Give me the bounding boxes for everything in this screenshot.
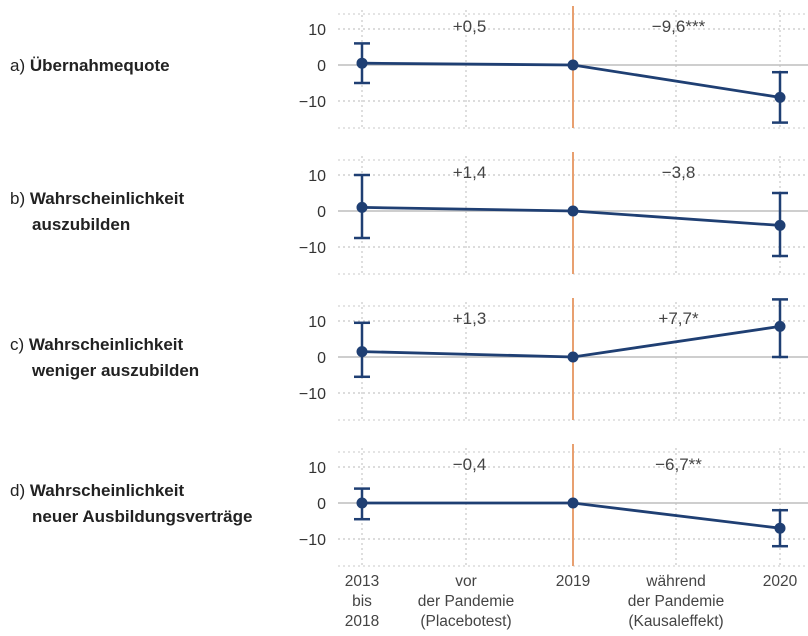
effect-label: −6,7** (655, 455, 702, 474)
x-tick-label: 2020 (763, 573, 798, 590)
x-tick-label: 2019 (556, 573, 590, 590)
row-label-text: Wahrscheinlichkeit (29, 335, 184, 354)
y-tick-label: −10 (299, 532, 326, 549)
y-tick-label: 10 (308, 168, 326, 185)
row-label: auszubilden (32, 215, 130, 234)
x-tick-label: (Placebotest) (420, 613, 511, 630)
x-tick-label: 2018 (345, 613, 379, 630)
row-label-text: Wahrscheinlichkeit (30, 189, 185, 208)
effect-label: −9,6*** (652, 17, 706, 36)
data-point (567, 497, 579, 509)
row-letter: b) (10, 189, 30, 208)
data-point (356, 346, 368, 358)
y-tick-label: 10 (308, 460, 326, 477)
x-tick-label: 2013 (345, 573, 379, 590)
y-tick-label: 0 (317, 496, 326, 513)
y-tick-label: 0 (317, 350, 326, 367)
x-axis-labels: 2013 bis 2018 vor der Pandemie (Placebotest) 2… (345, 573, 798, 630)
effect-label: −3,8 (662, 163, 696, 182)
data-point (567, 351, 579, 363)
panel-4: 10 0 −10 −0,4 −6,7** d) Wahrscheinlichkeit neu… (10, 444, 808, 567)
x-tick-label: während (645, 573, 705, 590)
row-label: weniger auszubilden (31, 361, 199, 380)
panel-3: 10 0 −10 +1,3 +7,7* c) Wahrscheinlichkeit weni… (10, 298, 808, 421)
row-label: a) Übernahmequote (10, 56, 170, 75)
effect-label: +0,5 (453, 17, 487, 36)
data-point (774, 522, 786, 534)
row-letter: d) (10, 481, 30, 500)
data-point (356, 497, 368, 509)
panel-1: 10 0 −10 +0,5 −9,6*** a) Übernahmequote (10, 6, 808, 129)
data-point (774, 320, 786, 332)
row-label: neuer Ausbildungsverträge (32, 507, 252, 526)
row-letter: c) (10, 335, 29, 354)
effect-label: +7,7* (658, 309, 699, 328)
y-tick-label: 0 (317, 204, 326, 221)
row-label: c) Wahrscheinlichkeit (10, 335, 184, 354)
row-label-text: Wahrscheinlichkeit (30, 481, 185, 500)
data-point (567, 59, 579, 71)
y-tick-label: 10 (308, 22, 326, 39)
y-tick-label: −10 (299, 240, 326, 257)
effect-label: −0,4 (453, 455, 487, 474)
row-label: b) Wahrscheinlichkeit (10, 189, 184, 208)
row-letter: a) (10, 56, 30, 75)
x-tick-label: vor (455, 573, 477, 590)
y-tick-label: −10 (299, 94, 326, 111)
y-tick-label: 10 (308, 314, 326, 331)
x-tick-label: bis (352, 593, 372, 610)
row-label-text: Übernahmequote (30, 56, 170, 75)
data-point (774, 219, 786, 231)
y-tick-label: 0 (317, 58, 326, 75)
row-label: d) Wahrscheinlichkeit (10, 481, 184, 500)
x-tick-label: (Kausaleffekt) (628, 613, 723, 630)
data-point (774, 91, 786, 103)
data-point (356, 201, 368, 213)
effect-label: +1,3 (453, 309, 487, 328)
data-point (567, 205, 579, 217)
data-point (356, 57, 368, 69)
x-tick-label: der Pandemie (628, 593, 725, 610)
panel-2: 10 0 −10 +1,4 −3,8 b) Wahrscheinlichkeit auszu… (10, 152, 808, 275)
y-tick-label: −10 (299, 386, 326, 403)
x-tick-label: der Pandemie (418, 593, 515, 610)
effect-label: +1,4 (453, 163, 487, 182)
